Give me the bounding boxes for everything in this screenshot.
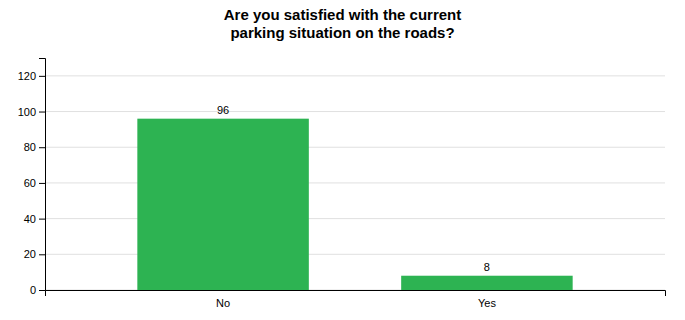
tick: Yes (478, 297, 496, 309)
tick: 120 (18, 70, 45, 82)
plot: 968020406080100120NoYes (18, 59, 666, 309)
bars (137, 119, 572, 290)
data-label: 8 (484, 261, 490, 273)
axis-line (46, 291, 666, 297)
bar (137, 119, 308, 290)
chart: Are you satisfied with the currentparkin… (0, 0, 685, 320)
tick-label: 80 (24, 141, 36, 153)
tick-label: 40 (24, 213, 36, 225)
tick-mark (39, 219, 45, 220)
data-labels: 96 8 (217, 104, 490, 273)
tick-mark (39, 147, 45, 148)
axis-line (39, 59, 46, 291)
tick-label: 0 (30, 284, 36, 296)
tick: 80 (24, 141, 45, 153)
tick-label: Yes (478, 297, 496, 309)
y-axis: 0 20 40 60 80 100 120 (18, 59, 46, 297)
tick: 60 (24, 177, 45, 189)
tick-label: 20 (24, 248, 36, 260)
title: Are you satisfied with the currentparkin… (224, 6, 462, 41)
tick: 0 (30, 284, 45, 296)
tick-label: 60 (24, 177, 36, 189)
tick: 40 (24, 213, 45, 225)
x-axis: No Yes (46, 291, 666, 309)
tick-mark (39, 290, 45, 291)
tick-mark (39, 76, 45, 77)
tick-mark (39, 112, 45, 113)
data-label: 96 (217, 104, 229, 116)
tick-mark (39, 183, 45, 184)
bar (401, 276, 572, 290)
tick-label: No (216, 297, 230, 309)
grid-line (45, 111, 665, 112)
tick-mark (39, 254, 45, 255)
tick: 20 (24, 248, 45, 260)
tick: No (216, 297, 230, 309)
tick-label: 100 (18, 106, 36, 118)
tick: 100 (18, 106, 45, 118)
grid (45, 76, 665, 290)
grid-line (45, 75, 665, 76)
tick-label: 120 (18, 70, 36, 82)
